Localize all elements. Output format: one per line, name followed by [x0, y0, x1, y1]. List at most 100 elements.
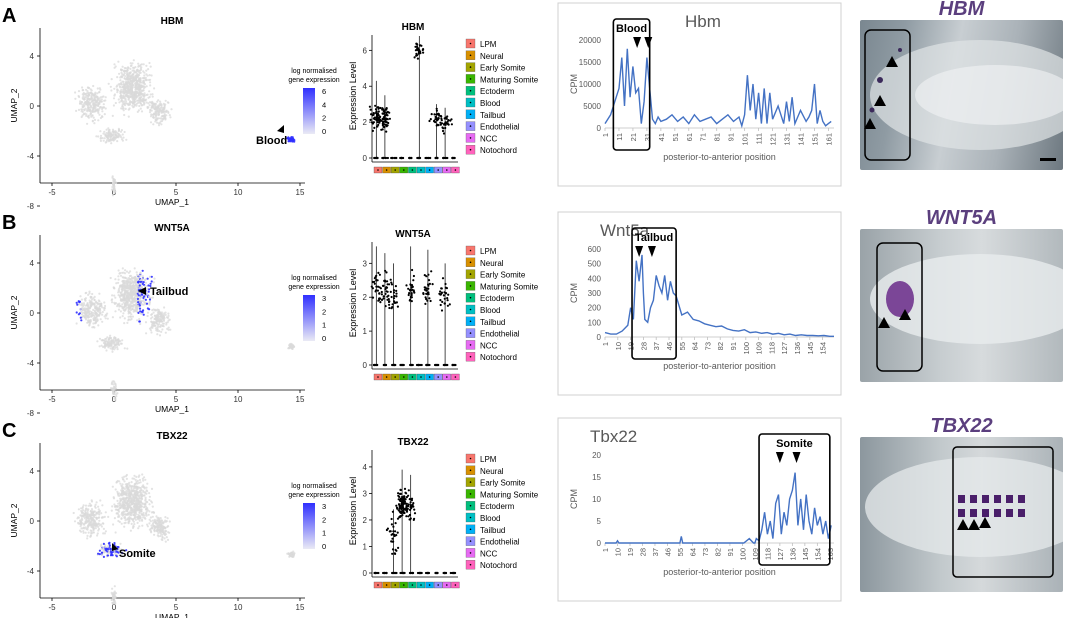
- umap-cell: [98, 508, 100, 510]
- umap-cell: [145, 487, 147, 489]
- umap-cell: [164, 527, 166, 529]
- umap-cell: [146, 501, 148, 503]
- violin-point: [377, 106, 379, 108]
- umap-cell: [164, 104, 166, 106]
- legend-swatch-dot: [470, 250, 472, 252]
- umap-cell: [114, 517, 116, 519]
- umap-cell: [146, 483, 148, 485]
- line-y-tick-label: 5000: [583, 102, 601, 111]
- umap-cell: [146, 303, 148, 305]
- umap-cell: [119, 85, 121, 87]
- umap-cell: [147, 315, 149, 317]
- umap-cell: [86, 90, 88, 92]
- umap-cell: [86, 123, 88, 125]
- umap-cell: [153, 117, 155, 119]
- line-y-tick-label: 20: [592, 451, 601, 460]
- line-x-tick-label: 37: [652, 342, 661, 350]
- umap-cell: [104, 133, 106, 135]
- umap-cell: [87, 305, 89, 307]
- violin-point: [395, 572, 397, 574]
- umap-cell: [124, 269, 126, 271]
- violin-point: [398, 503, 400, 505]
- colorbar-tick-label: 1: [322, 529, 326, 538]
- line-x-tick-label: 91: [726, 548, 735, 556]
- legend-label: Endothelial: [480, 123, 520, 132]
- violin-point: [372, 281, 374, 283]
- umap-cell: [89, 307, 91, 309]
- umap-cell: [136, 310, 138, 312]
- umap-cell: [132, 73, 134, 75]
- umap-cell: [123, 70, 125, 72]
- line-chart-title: Hbm: [685, 12, 721, 31]
- umap-cell: [130, 64, 132, 66]
- umap-cell: [149, 84, 151, 86]
- umap-cell: [151, 280, 153, 282]
- legend-swatch-dot: [470, 149, 472, 151]
- violin-point: [422, 292, 424, 294]
- umap-cell: [134, 287, 136, 289]
- umap-cell: [114, 132, 116, 134]
- umap-cell: [113, 139, 115, 141]
- umap-cell: [104, 551, 106, 553]
- umap-cell: [83, 308, 85, 310]
- umap-cell: [119, 296, 121, 298]
- line-x-tick-label: 51: [671, 133, 680, 141]
- cell-type-color-dot: [412, 376, 414, 378]
- umap-cell: [161, 538, 163, 540]
- violin-point: [441, 292, 443, 294]
- umap-cell: [161, 115, 163, 117]
- umap-cell: [96, 340, 98, 342]
- colorbar-tick-label: 2: [322, 114, 326, 123]
- umap-cell: [105, 349, 107, 351]
- umap-cell: [87, 321, 89, 323]
- umap-cell: [137, 500, 139, 502]
- umap-cell: [78, 313, 80, 315]
- umap-cell: [133, 285, 135, 287]
- umap-cell: [94, 119, 96, 121]
- violin-point: [441, 309, 443, 311]
- umap-cell: [137, 522, 139, 524]
- umap-cell: [150, 321, 152, 323]
- cell-type-color-dot: [412, 584, 414, 586]
- line-x-tick-label: 136: [793, 342, 802, 355]
- umap-cell: [90, 105, 92, 107]
- umap-cell: [158, 105, 160, 107]
- umap-cell: [158, 114, 160, 116]
- violin-point: [424, 274, 426, 276]
- legend-label: Early Somite: [480, 64, 526, 73]
- umap-cell: [115, 339, 117, 341]
- line-x-tick-label: 28: [639, 342, 648, 350]
- umap-cell: [93, 122, 95, 124]
- umap-cell: [291, 348, 293, 350]
- umap-cell: [83, 304, 85, 306]
- umap-cell: [80, 304, 82, 306]
- line-x-tick-label: 100: [742, 342, 751, 355]
- umap-cell: [86, 537, 88, 539]
- umap-cell: [124, 347, 126, 349]
- violin-point: [426, 572, 428, 574]
- legend-title-line2: gene expression: [288, 284, 339, 291]
- umap-cell: [167, 112, 169, 114]
- umap-cell: [111, 599, 113, 601]
- umap-cell: [167, 313, 169, 315]
- umap-cell: [89, 110, 91, 112]
- umap-cell: [90, 530, 92, 532]
- violin-point: [443, 294, 445, 296]
- umap-cell: [140, 86, 142, 88]
- umap-cell: [110, 142, 112, 144]
- umap-cell: [125, 286, 127, 288]
- legend-label: NCC: [480, 341, 498, 350]
- colorbar: [303, 88, 315, 134]
- umap-cell: [147, 525, 149, 527]
- umap-cell: [134, 503, 136, 505]
- umap-cell: [127, 75, 129, 77]
- umap-cell: [138, 525, 140, 527]
- umap-cell: [124, 280, 126, 282]
- umap-cell: [161, 104, 163, 106]
- violin-point: [385, 271, 387, 273]
- umap-cell: [93, 304, 95, 306]
- violin-point: [447, 299, 449, 301]
- umap-cell: [123, 480, 125, 482]
- line-y-tick-label: 0: [597, 333, 602, 342]
- umap-cell: [160, 533, 162, 535]
